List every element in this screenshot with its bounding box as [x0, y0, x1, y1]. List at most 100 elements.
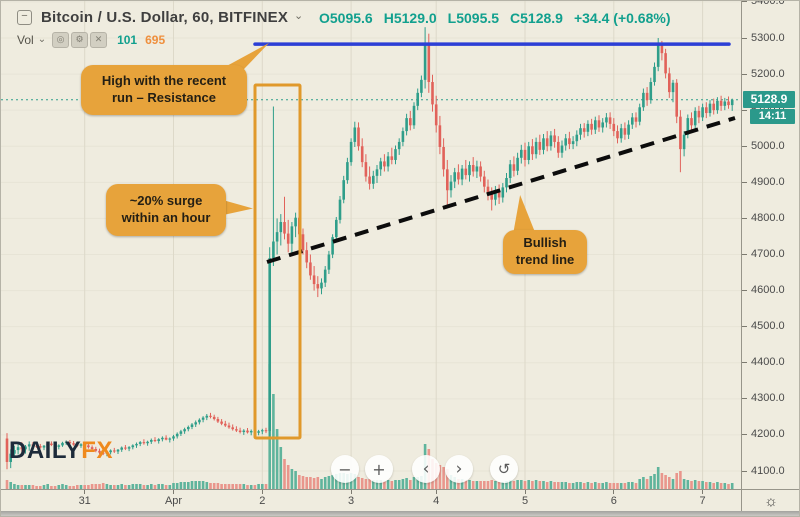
- time-tick: [261, 490, 263, 494]
- candle-body: [320, 282, 323, 289]
- candle-body: [275, 232, 279, 242]
- candle-body: [161, 437, 164, 440]
- candle-body: [675, 82, 678, 117]
- volume-bar: [209, 483, 212, 489]
- volume-bar: [383, 481, 386, 489]
- price-tick-label: 4500.0: [751, 320, 785, 333]
- volume-bar: [309, 477, 312, 489]
- study-settings-button[interactable]: ⚙: [71, 32, 89, 48]
- annotation-line: High with the recent: [101, 73, 227, 89]
- volume-bar: [483, 481, 486, 489]
- volume-bar: [631, 482, 634, 489]
- volume-study-label[interactable]: Vol: [17, 33, 34, 47]
- candle-body: [364, 162, 368, 177]
- volume-bar: [127, 485, 131, 489]
- candle-body: [168, 438, 172, 440]
- volume-bar: [727, 484, 730, 489]
- volume-bar: [486, 481, 490, 489]
- candle-body: [397, 141, 401, 150]
- volume-bar: [586, 482, 590, 489]
- current-price-badge: 5128.9: [743, 90, 795, 108]
- scroll-left-button[interactable]: ‹: [412, 455, 440, 483]
- candle-body: [105, 452, 109, 454]
- volume-bar: [457, 479, 460, 489]
- high-value: H5129.0: [383, 10, 437, 26]
- candle-body: [623, 128, 627, 135]
- candle-body: [427, 44, 431, 83]
- candle-body: [531, 146, 534, 155]
- scroll-right-button[interactable]: ›: [445, 455, 473, 483]
- volume-value: 695: [145, 33, 166, 47]
- candle-body: [520, 149, 523, 158]
- zoom-out-button[interactable]: −: [331, 455, 359, 483]
- remove-study-button[interactable]: ✕: [90, 32, 108, 48]
- price-tick-label: 4800.0: [751, 211, 785, 224]
- candle-body: [150, 439, 153, 442]
- chevron-down-icon[interactable]: ⌄: [294, 10, 304, 22]
- volume-bar: [279, 447, 283, 489]
- volume-bar: [16, 485, 20, 489]
- candle-body: [50, 443, 53, 446]
- price-tick: [742, 254, 747, 255]
- candle-body: [616, 131, 619, 139]
- candle-body: [634, 117, 638, 122]
- candle-body: [571, 141, 575, 145]
- candle-body: [682, 134, 686, 150]
- volume-bar: [261, 484, 264, 489]
- volume-bar: [272, 394, 275, 489]
- volume-bar: [131, 484, 135, 489]
- volume-bar: [512, 481, 516, 489]
- annotation-surge: ~20% surge within an hour: [106, 184, 226, 236]
- volume-bar: [353, 474, 357, 489]
- collapse-icon[interactable]: −: [17, 10, 32, 25]
- candle-body: [290, 226, 294, 244]
- toggle-visibility-button[interactable]: ◎: [52, 32, 70, 48]
- volume-bar: [290, 469, 294, 489]
- volume-bar: [557, 482, 560, 489]
- volume-bar: [453, 477, 456, 489]
- chevron-down-icon[interactable]: ⌄: [37, 33, 47, 45]
- candle-body: [390, 156, 394, 160]
- volume-bar: [327, 476, 331, 489]
- logo-fx-text: FX: [81, 437, 113, 464]
- time-axis[interactable]: 31 Apr 2 3 4 5 6 7: [1, 489, 741, 512]
- candle-body: [619, 128, 623, 139]
- time-tick: [173, 490, 174, 494]
- ohlc-readout: O5095.6 H5129.0 L5095.5 C5128.9 +34.4 (+0.68…: [319, 10, 681, 26]
- candle-body: [35, 445, 38, 447]
- symbol-title[interactable]: Bitcoin / U.S. Dollar, 60, BITFINEX: [41, 9, 289, 26]
- price-tick: [742, 398, 747, 400]
- volume-study-row: Vol ⌄ ◎ ⚙ ✕ 101 695: [17, 32, 165, 48]
- volume-bar: [305, 477, 308, 489]
- candlestick-chart[interactable]: [1, 1, 741, 489]
- candle-body: [438, 125, 442, 147]
- price-tick-label: 4700.0: [751, 248, 785, 260]
- candle-body: [294, 217, 297, 227]
- time-tick-label: Apr: [164, 495, 183, 507]
- candle-body: [124, 447, 127, 449]
- price-tick: [742, 73, 747, 75]
- time-tick: [702, 490, 704, 494]
- scale-settings-button[interactable]: ☼: [741, 489, 799, 512]
- volume-bar: [616, 483, 619, 489]
- candle-body: [649, 82, 653, 101]
- zoom-in-button[interactable]: +: [365, 455, 393, 483]
- candle-body: [401, 131, 405, 142]
- candle-body: [586, 123, 590, 132]
- candle-body: [479, 166, 482, 177]
- reset-chart-button[interactable]: ↺: [490, 455, 518, 483]
- volume-bar: [471, 481, 475, 489]
- candle-body: [153, 439, 157, 442]
- price-axis[interactable]: 5128.9 14:11 5400.05300.05200.05100.0500…: [741, 1, 799, 489]
- price-tick-label: 4400.0: [751, 356, 785, 369]
- candle-body: [272, 241, 275, 259]
- volume-bar: [627, 482, 630, 489]
- close-value: C5128.9: [510, 10, 563, 26]
- candle-body: [508, 164, 512, 179]
- annotation-line: Bullish: [523, 235, 567, 251]
- volume-bar: [708, 482, 712, 489]
- volume-bar: [187, 482, 190, 489]
- candle-body: [323, 269, 327, 283]
- time-tick-label: 4: [433, 495, 440, 507]
- volume-bar: [497, 482, 501, 489]
